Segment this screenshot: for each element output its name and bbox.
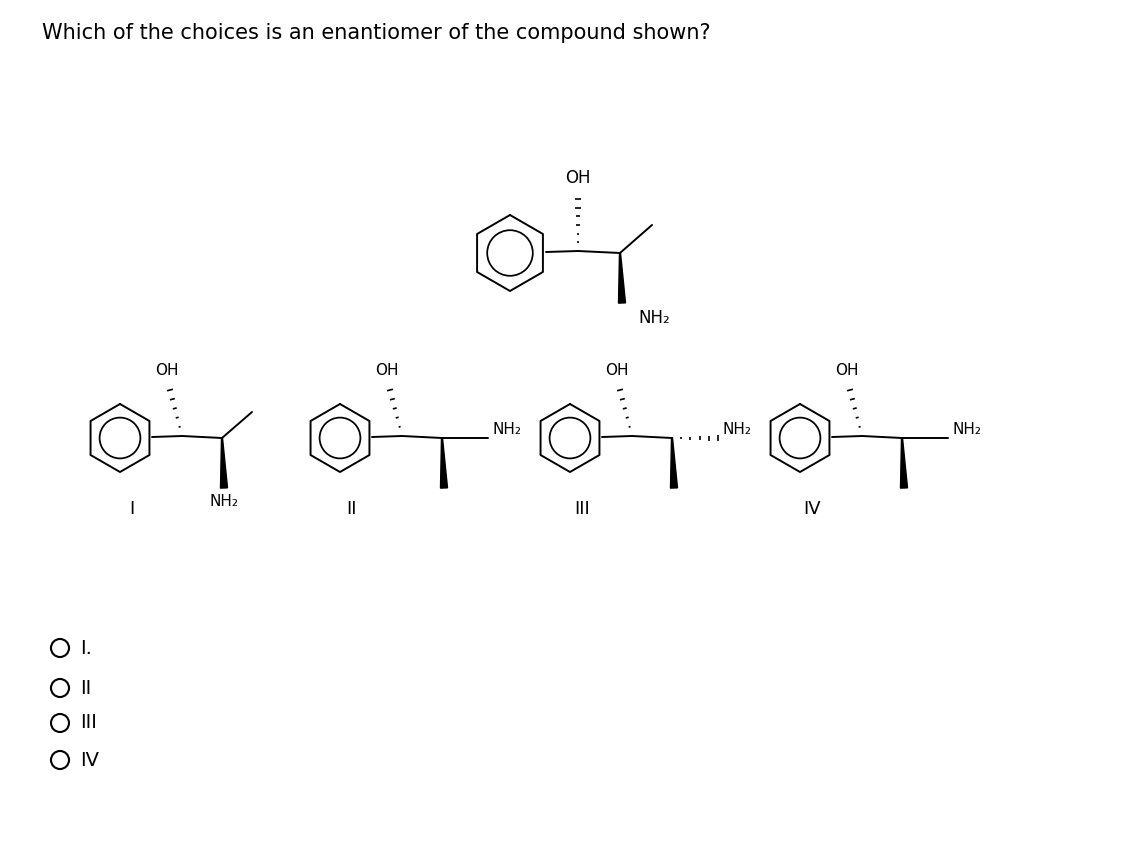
- Polygon shape: [900, 438, 908, 488]
- Text: NH₂: NH₂: [722, 423, 751, 437]
- Text: NH₂: NH₂: [209, 495, 239, 510]
- Polygon shape: [670, 438, 677, 488]
- Text: I.: I.: [80, 639, 92, 657]
- Text: III: III: [80, 713, 97, 733]
- Text: OH: OH: [375, 363, 398, 378]
- Text: OH: OH: [606, 363, 628, 378]
- Text: II: II: [80, 679, 92, 698]
- Polygon shape: [618, 253, 626, 303]
- Text: Which of the choices is an enantiomer of the compound shown?: Which of the choices is an enantiomer of…: [42, 23, 711, 43]
- Text: IV: IV: [804, 500, 821, 518]
- Text: III: III: [574, 500, 590, 518]
- Polygon shape: [221, 438, 228, 488]
- Text: IV: IV: [80, 751, 98, 770]
- Text: OH: OH: [835, 363, 859, 378]
- Polygon shape: [440, 438, 447, 488]
- Text: NH₂: NH₂: [952, 423, 981, 437]
- Text: OH: OH: [565, 169, 591, 187]
- Text: I: I: [129, 500, 135, 518]
- Text: OH: OH: [155, 363, 179, 378]
- Text: NH₂: NH₂: [492, 423, 521, 437]
- Text: NH₂: NH₂: [638, 309, 670, 327]
- Text: II: II: [346, 500, 358, 518]
